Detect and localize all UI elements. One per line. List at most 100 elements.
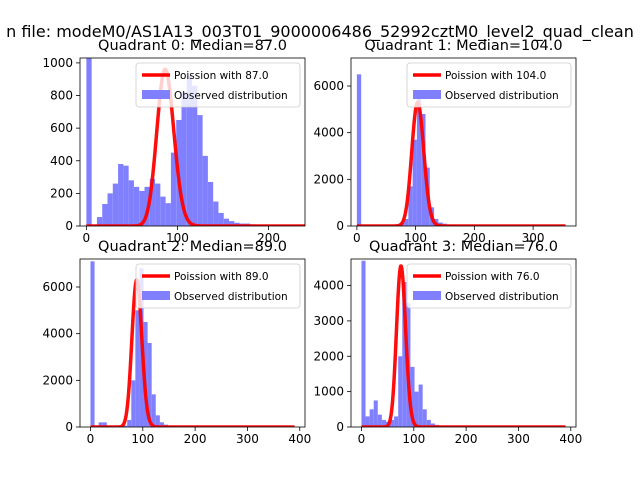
histogram-bar <box>218 212 224 226</box>
y-tick-label: 800 <box>50 89 73 103</box>
histogram-bar <box>365 416 370 427</box>
legend-bar-swatch <box>142 90 170 99</box>
plot-area <box>360 260 567 427</box>
legend-bar-swatch <box>413 291 441 300</box>
histogram-bar <box>381 419 386 427</box>
plot-area <box>85 58 305 226</box>
poisson-fit-line <box>360 264 567 427</box>
histogram-bar <box>408 186 413 226</box>
histogram-bar <box>356 74 362 226</box>
legend-bar-swatch <box>413 90 441 99</box>
histogram-bar <box>229 221 235 226</box>
histogram-bar <box>410 366 415 427</box>
x-tick-label: 100 <box>402 432 425 446</box>
histogram-bar <box>133 186 140 226</box>
x-tick-label: 300 <box>507 432 530 446</box>
histogram-bar <box>426 419 431 427</box>
histogram-bar <box>373 400 378 427</box>
histogram-bar <box>398 356 403 427</box>
plot-area <box>355 74 568 226</box>
y-tick-label: 2000 <box>42 373 73 387</box>
histogram-bar <box>170 152 177 226</box>
x-tick-label: 200 <box>257 231 280 245</box>
histogram-bar <box>96 217 103 226</box>
histogram-bar <box>207 181 214 226</box>
x-tick-label: 200 <box>184 432 207 446</box>
poisson-fit-line <box>89 278 296 427</box>
y-tick-label: 4000 <box>313 279 344 293</box>
histogram-bar <box>192 85 198 226</box>
axes-frame <box>79 57 306 227</box>
histogram-bar <box>123 165 129 226</box>
histogram-bar <box>127 420 132 427</box>
y-tick-label: 200 <box>50 186 73 200</box>
x-tick-label: 400 <box>288 432 311 446</box>
legend-box <box>135 62 301 108</box>
histogram-bar <box>416 97 422 226</box>
legend-box <box>135 263 301 309</box>
x-tick-label: 0 <box>358 432 366 446</box>
histogram-bar <box>402 281 407 427</box>
subplot-title: Quadrant 1: Median=104.0 <box>364 38 562 54</box>
poisson-fit-line <box>85 67 305 226</box>
y-tick-label: 0 <box>336 420 344 434</box>
histogram-bar <box>186 75 193 226</box>
histogram-bar <box>181 92 187 226</box>
x-tick-label: 200 <box>455 432 478 446</box>
histogram-bar <box>90 261 95 427</box>
subplot-title: Quadrant 3: Median=76.0 <box>369 239 558 255</box>
histogram-bar <box>390 419 395 427</box>
x-tick-label: 400 <box>559 432 582 446</box>
histogram-bar <box>412 139 417 226</box>
histogram-bar <box>112 183 119 226</box>
x-tick-label: 200 <box>463 231 486 245</box>
histogram-bar <box>421 114 426 226</box>
y-tick-label: 6000 <box>313 79 344 93</box>
histogram-bar <box>213 201 219 226</box>
axes-frame <box>350 57 577 227</box>
legend: Poission with 76.0 Observed distribution <box>406 263 572 309</box>
histogram-bar <box>107 193 113 226</box>
histogram-bar <box>139 190 145 226</box>
histogram-bar <box>159 422 164 427</box>
histogram-bar <box>422 409 427 427</box>
subplot-quadrant-1: 0 100 200 300 0 2000 4000 6000 Quadrant 1: Media… <box>313 38 577 245</box>
histogram-bar <box>147 343 152 427</box>
y-tick-label: 0 <box>65 219 73 233</box>
histogram-bar <box>123 425 128 427</box>
histogram-bar <box>149 178 156 226</box>
x-tick-label: 0 <box>83 231 91 245</box>
histogram-bar <box>377 414 382 427</box>
y-tick-label: 2000 <box>313 172 344 186</box>
axes-frame <box>350 258 577 428</box>
histogram-bar <box>361 260 366 427</box>
histogram-bar <box>202 155 208 226</box>
histogram-bar <box>128 180 134 226</box>
subplot-title: Quadrant 2: Median=89.0 <box>98 239 287 255</box>
x-tick-label: 0 <box>353 231 361 245</box>
legend-label-hist: Observed distribution <box>174 291 288 303</box>
histogram-bar <box>223 218 230 226</box>
legend: Poission with 104.0 Observed distribution <box>406 62 572 108</box>
histogram-bar <box>118 164 124 226</box>
y-tick-label: 1000 <box>42 56 73 70</box>
x-tick-label: 100 <box>131 432 154 446</box>
y-tick-label: 1000 <box>313 385 344 399</box>
legend-label-fit: Poission with 89.0 <box>174 271 269 283</box>
histogram-bar <box>369 409 374 427</box>
y-tick-label: 400 <box>50 154 73 168</box>
histogram-bar <box>102 422 107 427</box>
histogram-bar <box>131 380 136 427</box>
histogram-bar <box>155 415 160 427</box>
plot-area <box>89 261 296 427</box>
y-tick-label: 3000 <box>313 314 344 328</box>
legend-bar-swatch <box>142 291 170 300</box>
histogram-bar <box>197 115 203 226</box>
histogram-bar <box>102 203 108 226</box>
legend-label-hist: Observed distribution <box>174 90 288 102</box>
histogram-bar <box>394 416 399 427</box>
